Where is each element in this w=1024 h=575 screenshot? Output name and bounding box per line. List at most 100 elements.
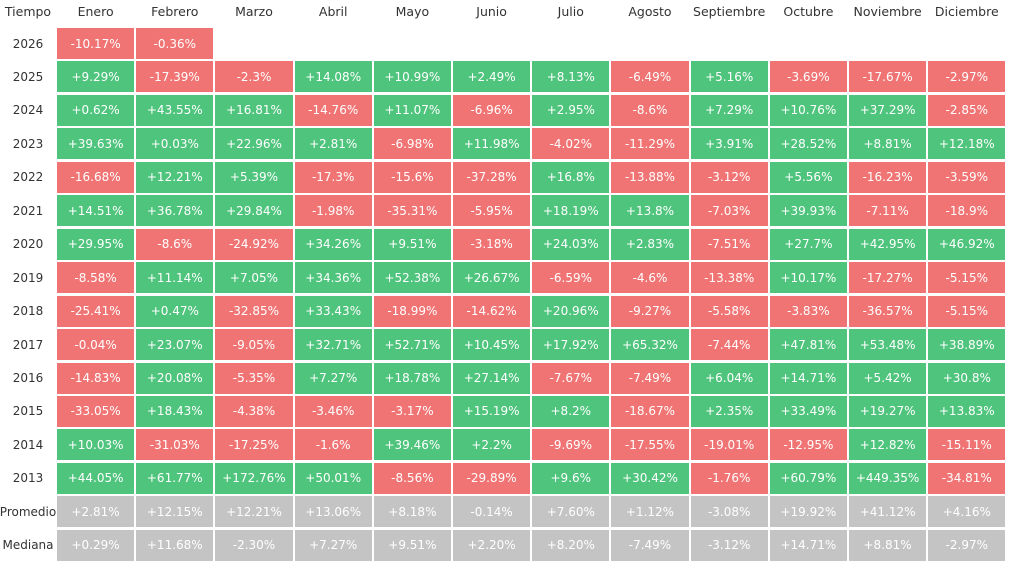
return-cell: +41.12% xyxy=(849,496,927,528)
return-cell: -9.27% xyxy=(611,295,689,327)
row-label: 2015 xyxy=(12,404,44,419)
return-cell: -7.67% xyxy=(532,362,610,394)
return-cell: +5.56% xyxy=(769,161,847,193)
return-cell: +2.81% xyxy=(294,128,372,160)
return-cell: -6.96% xyxy=(453,94,531,126)
return-cell: -17.39% xyxy=(136,61,214,93)
column-header: Febrero xyxy=(151,3,199,19)
return-cell: +28.52% xyxy=(769,128,847,160)
return-cell: +8.20% xyxy=(532,529,610,561)
return-cell: +10.03% xyxy=(57,429,135,461)
return-cell: -16.23% xyxy=(849,161,927,193)
return-cell: -5.58% xyxy=(690,295,768,327)
return-cell: +36.78% xyxy=(136,195,214,227)
return-cell: +12.18% xyxy=(928,128,1006,160)
return-cell: -2.97% xyxy=(928,529,1006,561)
return-cell: -17.3% xyxy=(294,161,372,193)
return-cell: +24.03% xyxy=(532,228,610,260)
return-cell: -6.98% xyxy=(373,128,451,160)
return-cell: -15.11% xyxy=(928,429,1006,461)
return-cell: -10.17% xyxy=(57,28,135,59)
return-cell: +14.71% xyxy=(769,529,847,561)
return-cell: +2.20% xyxy=(453,529,531,561)
return-cell: -8.6% xyxy=(611,94,689,126)
return-cell: +2.81% xyxy=(57,496,135,528)
column-header: Septiembre xyxy=(693,3,766,19)
return-cell: +34.36% xyxy=(294,262,372,294)
column-header: Octubre xyxy=(783,3,834,19)
return-cell: +14.08% xyxy=(294,61,372,93)
return-cell: +0.47% xyxy=(136,295,214,327)
return-cell: -3.69% xyxy=(769,61,847,93)
column-header: Diciembre xyxy=(934,3,999,19)
return-cell: +20.08% xyxy=(136,362,214,394)
return-cell: +39.63% xyxy=(57,128,135,160)
return-cell: +2.35% xyxy=(690,395,768,427)
column-header: Junio xyxy=(476,3,507,19)
row-label: 2025 xyxy=(12,69,44,84)
return-cell: -18.67% xyxy=(611,395,689,427)
return-cell: +61.77% xyxy=(136,462,214,494)
return-cell: -8.6% xyxy=(136,228,214,260)
row-label: Mediana xyxy=(2,538,54,553)
return-cell: +27.7% xyxy=(769,228,847,260)
return-cell: +7.05% xyxy=(215,262,293,294)
return-cell: +11.07% xyxy=(373,94,451,126)
column-header: Julio xyxy=(557,3,584,19)
return-cell: +10.76% xyxy=(769,94,847,126)
return-cell: +13.8% xyxy=(611,195,689,227)
return-cell: +5.39% xyxy=(215,161,293,193)
return-cell: -11.29% xyxy=(611,128,689,160)
return-cell: +52.71% xyxy=(373,329,451,361)
return-cell: -0.14% xyxy=(453,496,531,528)
return-cell: -7.44% xyxy=(690,329,768,361)
return-cell: +11.98% xyxy=(453,128,531,160)
return-cell: +13.83% xyxy=(928,395,1006,427)
row-label: 2013 xyxy=(12,471,44,486)
return-cell: +26.67% xyxy=(453,262,531,294)
return-cell: -37.28% xyxy=(453,161,531,193)
return-cell: +9.51% xyxy=(373,228,451,260)
return-cell: +13.06% xyxy=(294,496,372,528)
return-cell: -24.92% xyxy=(215,228,293,260)
return-cell: +30.42% xyxy=(611,462,689,494)
row-label: 2014 xyxy=(12,437,44,452)
column-header: Abril xyxy=(318,3,348,19)
return-cell: +37.29% xyxy=(849,94,927,126)
return-cell: -32.85% xyxy=(215,295,293,327)
return-cell: +12.21% xyxy=(136,161,214,193)
return-cell: +47.81% xyxy=(769,329,847,361)
row-label: 2019 xyxy=(12,270,44,285)
return-cell: +18.19% xyxy=(532,195,610,227)
return-cell: -18.9% xyxy=(928,195,1006,227)
return-cell: -14.83% xyxy=(57,362,135,394)
return-cell: +12.21% xyxy=(215,496,293,528)
return-cell: -7.51% xyxy=(690,228,768,260)
return-cell: -3.46% xyxy=(294,395,372,427)
return-cell: +22.96% xyxy=(215,128,293,160)
row-label: 2020 xyxy=(12,237,44,252)
return-cell: +172.76% xyxy=(215,462,293,494)
return-cell: +16.81% xyxy=(215,94,293,126)
return-cell: -9.05% xyxy=(215,329,293,361)
return-cell: +34.26% xyxy=(294,228,372,260)
return-cell: +18.78% xyxy=(373,362,451,394)
return-cell: -3.17% xyxy=(373,395,451,427)
return-cell: +5.42% xyxy=(849,362,927,394)
return-cell: +20.96% xyxy=(532,295,610,327)
return-cell: +0.62% xyxy=(57,94,135,126)
return-cell: -19.01% xyxy=(690,429,768,461)
return-cell: +19.92% xyxy=(769,496,847,528)
return-cell: -34.81% xyxy=(928,462,1006,494)
return-cell: +7.27% xyxy=(294,362,372,394)
return-cell: +44.05% xyxy=(57,462,135,494)
return-cell: +12.82% xyxy=(849,429,927,461)
return-cell: +0.03% xyxy=(136,128,214,160)
return-cell: +19.27% xyxy=(849,395,927,427)
return-cell: +5.16% xyxy=(690,61,768,93)
row-label: 2026 xyxy=(12,36,44,51)
return-cell: +4.16% xyxy=(928,496,1006,528)
return-cell: -17.25% xyxy=(215,429,293,461)
return-cell: -17.27% xyxy=(849,262,927,294)
return-cell: -6.49% xyxy=(611,61,689,93)
